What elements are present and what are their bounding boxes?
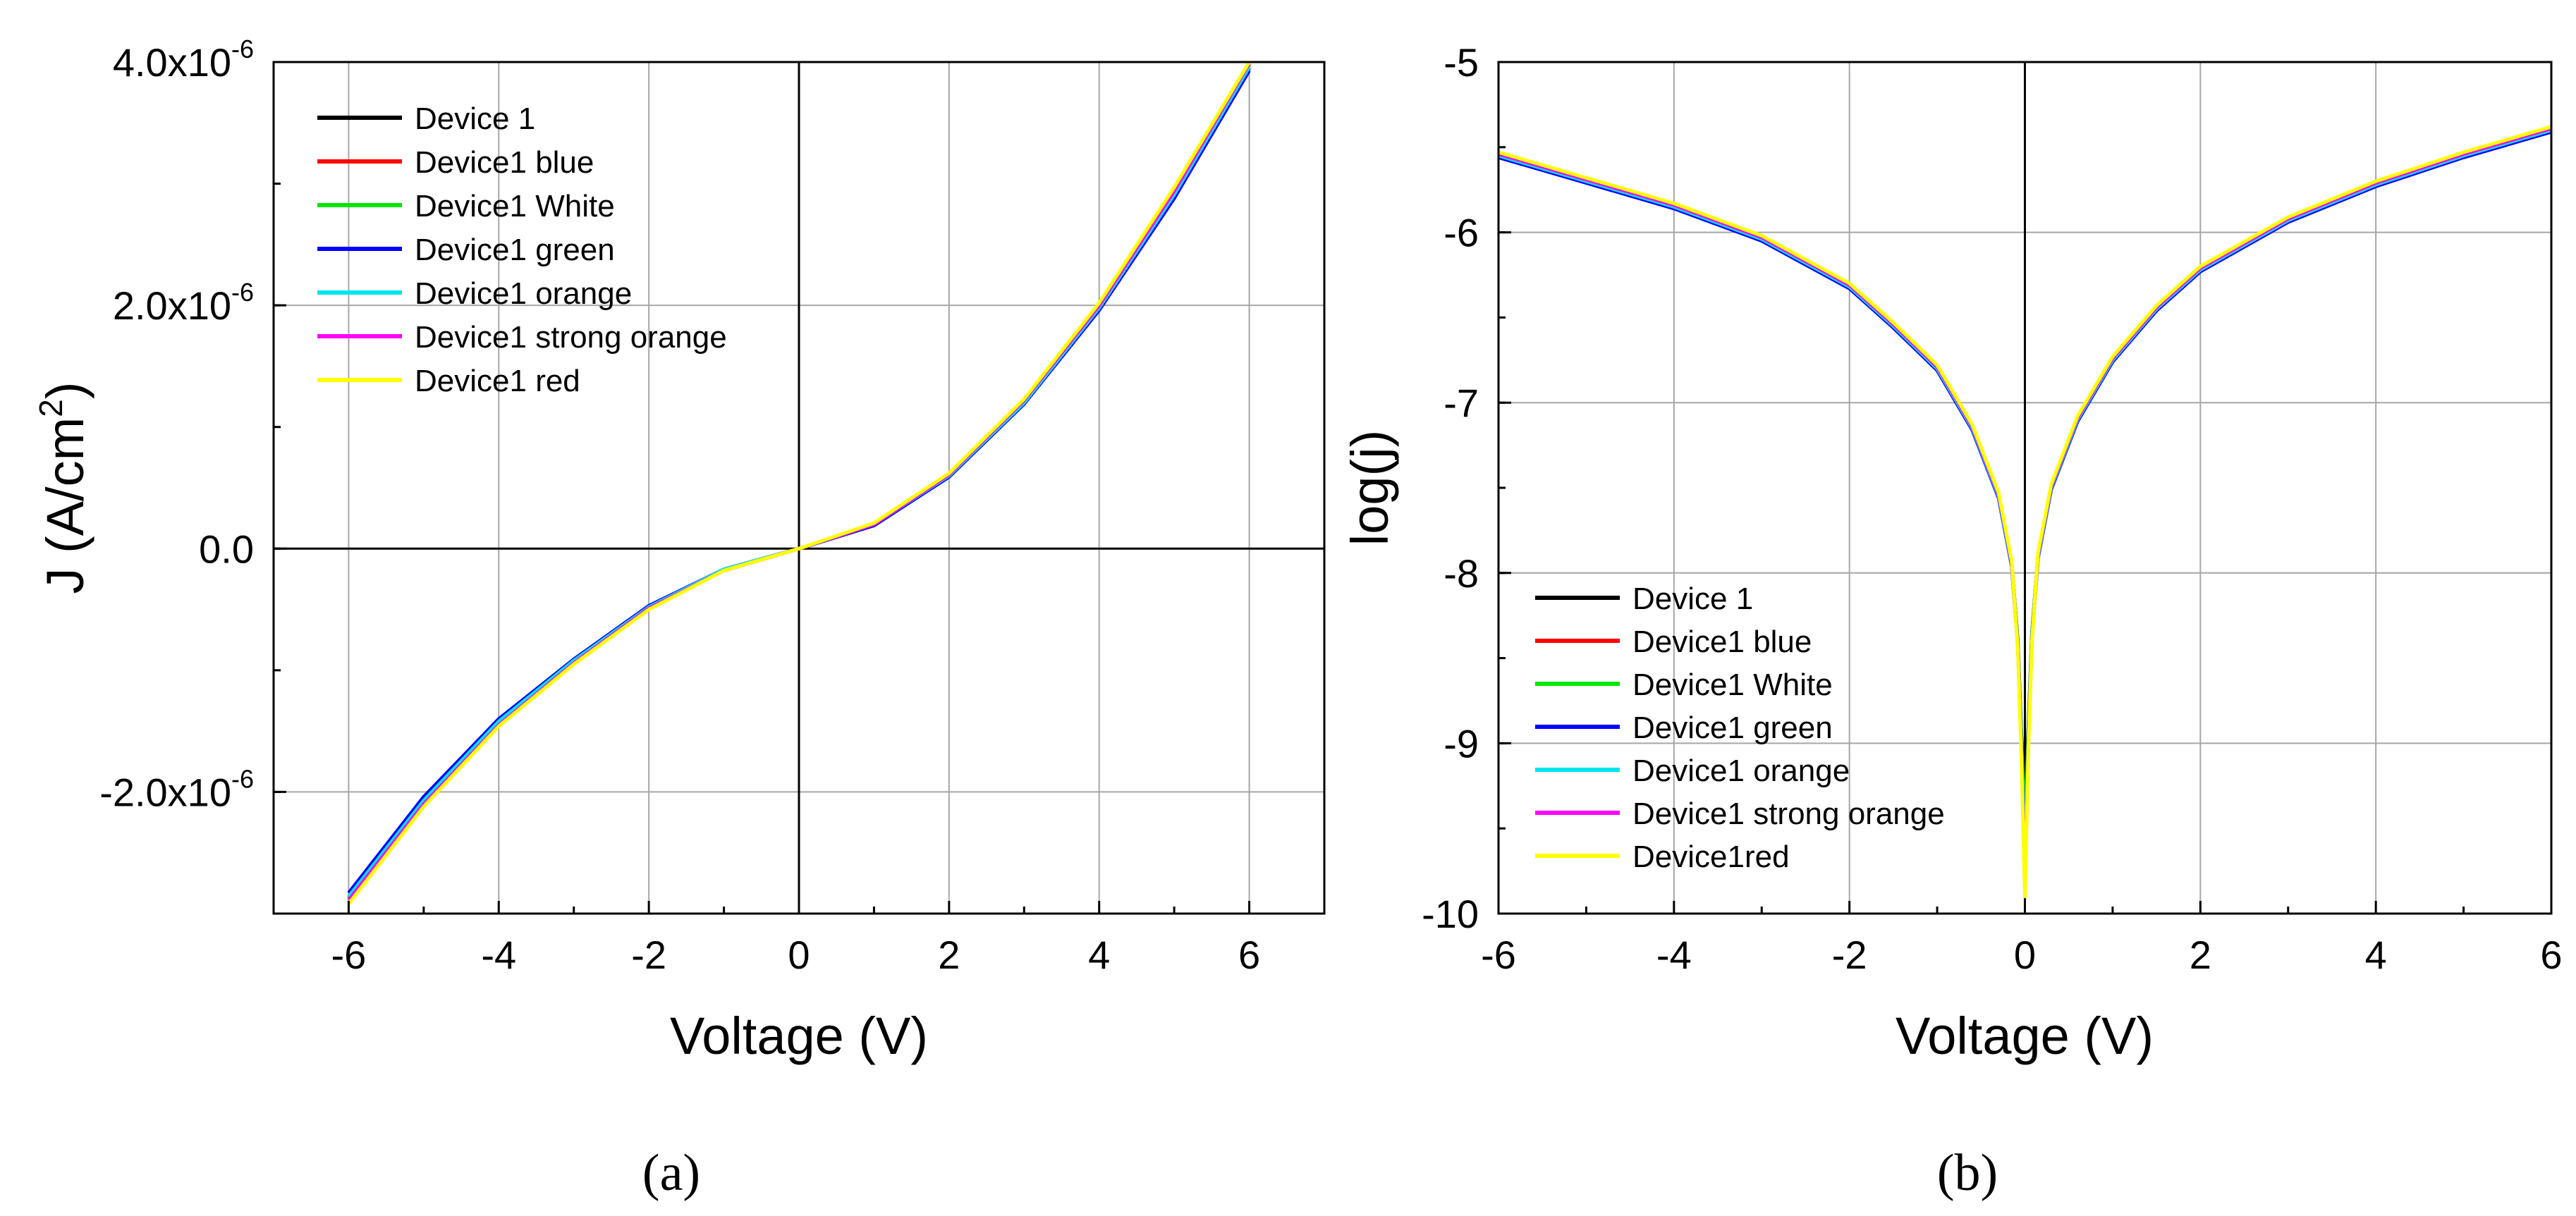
legend-label: Device1 strong orange xyxy=(1632,797,1945,831)
panel-b-y-tick-labels: -10 -9 -8 -7 -6 -5 xyxy=(1422,40,1479,936)
legend-label: Device1 White xyxy=(1632,668,1833,702)
panel-b-x-axis-label: Voltage (V) xyxy=(1896,1007,2154,1065)
y-tick-label: -7 xyxy=(1443,381,1479,425)
x-tick-label: 6 xyxy=(1238,933,1260,977)
panel-b-chart: -6 -4 -2 0 2 4 6 -10 -9 -8 -7 -6 -5 Voltage (V) log… xyxy=(1341,40,2563,1202)
x-tick-label: -6 xyxy=(1481,933,1516,977)
legend-label: Device1 green xyxy=(1632,711,1833,745)
x-tick-label: 2 xyxy=(938,933,960,977)
x-tick-label: 0 xyxy=(788,933,810,977)
panel-b-ticks xyxy=(1497,61,2553,915)
x-tick-label: 2 xyxy=(2190,933,2211,977)
y-tick-label: -9 xyxy=(1443,721,1479,766)
series-line xyxy=(347,61,1251,905)
x-tick-label: -2 xyxy=(631,933,666,977)
panel-a-legend: Device 1 Device1 blue Device1 White Device1… xyxy=(317,102,727,398)
series-line xyxy=(1498,125,2552,899)
panel-b-caption: (b) xyxy=(1937,1144,1998,1202)
legend-label: Device1red xyxy=(1632,840,1790,874)
legend-label: Device1 red xyxy=(415,364,580,398)
legend-label: Device1 strong orange xyxy=(415,320,727,355)
panel-a-ticks xyxy=(272,61,1326,915)
x-tick-label: 4 xyxy=(1088,933,1110,977)
legend-label: Device 1 xyxy=(415,102,535,136)
x-tick-label: 4 xyxy=(2365,933,2387,977)
panel-a-x-axis-label: Voltage (V) xyxy=(670,1007,928,1065)
y-tick-label: -8 xyxy=(1443,551,1479,596)
panel-a-x-tick-labels: -6 -4 -2 0 2 4 6 xyxy=(331,933,1261,977)
legend-label: Device1 blue xyxy=(415,145,594,180)
x-tick-label: 0 xyxy=(2014,933,2036,977)
legend-label: Device1 blue xyxy=(1632,625,1812,659)
x-tick-label: -4 xyxy=(1656,933,1692,977)
legend-label: Device1 orange xyxy=(1632,754,1850,788)
panel-b-x-tick-labels: -6 -4 -2 0 2 4 6 xyxy=(1481,933,2562,977)
legend-label: Device1 green xyxy=(415,233,615,267)
panel-b-series-group xyxy=(1498,125,2552,899)
y-tick-label: -5 xyxy=(1443,40,1479,85)
panel-a-y-axis-label: J (A/cm2) xyxy=(32,381,94,594)
panel-a-series-group xyxy=(347,61,1251,905)
legend-label: Device 1 xyxy=(1632,582,1753,616)
y-tick-label: 2.0x10-6 xyxy=(113,278,254,328)
y-tick-label: -10 xyxy=(1422,892,1479,936)
x-tick-label: -2 xyxy=(1832,933,1867,977)
panel-a-y-tick-labels: -2.0x10-6 0.0 2.0x10-6 4.0x10-6 xyxy=(99,35,254,814)
y-tick-label: 0.0 xyxy=(199,527,254,571)
y-tick-label: -2.0x10-6 xyxy=(99,764,254,814)
panel-a-caption: (a) xyxy=(642,1144,700,1202)
y-tick-label: 4.0x10-6 xyxy=(113,35,254,85)
panel-b-legend: Device 1 Device1 blue Device1 White Device1… xyxy=(1535,582,1945,874)
panel-b-y-axis-label: log(j) xyxy=(1341,430,1399,546)
x-tick-label: -4 xyxy=(481,933,516,977)
x-tick-label: -6 xyxy=(331,933,367,977)
y-tick-label: -6 xyxy=(1443,211,1479,255)
legend-label: Device1 orange xyxy=(415,276,632,311)
legend-label: Device1 White xyxy=(415,189,615,223)
x-tick-label: 6 xyxy=(2540,933,2562,977)
panel-a-chart: -6 -4 -2 0 2 4 6 -2.0x10-60.02.0x10-64.0x10-6 … xyxy=(32,35,1326,1202)
